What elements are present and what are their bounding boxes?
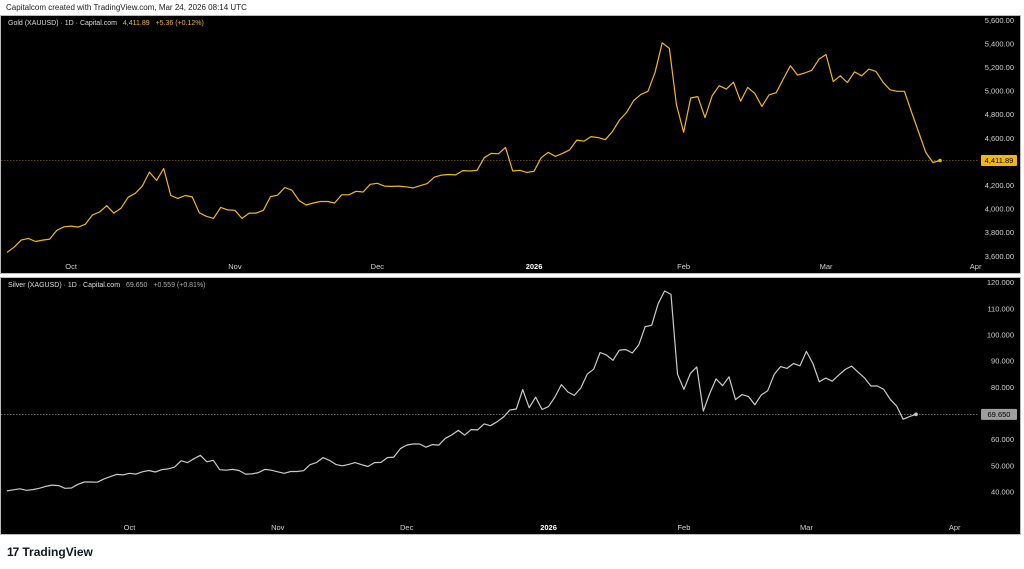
gold-symbol: Gold (XAUUSD) · 1D · Capital.com <box>8 20 117 27</box>
y-tick-label: 80.000 <box>991 383 1014 392</box>
x-tick-label: Oct <box>65 262 78 271</box>
silver-chart-svg: 120.000 110.000 100.000 90.000 80.000 60.000 5… <box>1 278 1017 532</box>
y-tick-label: 60.000 <box>991 435 1014 444</box>
y-tick-label: 120.000 <box>987 278 1014 287</box>
x-tick-label: Apr <box>970 262 982 271</box>
x-tick-label: 2026 <box>540 523 557 532</box>
x-tick-label: 2026 <box>526 262 543 271</box>
y-tick-label: 3,800.00 <box>985 228 1014 237</box>
price-series-line <box>6 42 941 253</box>
price-series-line <box>6 290 917 492</box>
x-tick-label: Dec <box>371 262 385 271</box>
silver-legend: Silver (XAGUSD) · 1D · Capital.com 69.65… <box>8 282 206 289</box>
y-tick-label: 50.000 <box>991 461 1014 470</box>
gold-chart-svg: 5,600.00 5,400.00 5,200.00 5,000.00 4,800.00… <box>1 16 1017 271</box>
x-tick-label: Mar <box>800 523 813 532</box>
y-tick-label: 4,000.00 <box>985 205 1014 214</box>
y-tick-label: 3,600.00 <box>985 252 1014 261</box>
last-price-badge <box>981 408 1017 420</box>
x-tick-label: Mar <box>820 262 833 271</box>
x-tick-label: Oct <box>124 523 137 532</box>
y-tick-label: 5,400.00 <box>985 39 1014 48</box>
y-tick-label: 5,600.00 <box>985 16 1014 25</box>
silver-change: +0.559 (+0.81%) <box>153 282 206 289</box>
y-tick-label: 100.000 <box>987 330 1014 339</box>
footer-brand: TradingView <box>22 545 93 559</box>
footer: 17 TradingView <box>7 545 93 559</box>
y-tick-label: 110.000 <box>987 304 1014 313</box>
x-tick-label: Nov <box>228 262 242 271</box>
x-tick-label: Dec <box>400 523 414 532</box>
silver-last-price: 69.650 <box>125 282 148 289</box>
x-tick-label: Feb <box>677 262 690 271</box>
x-tick-label: Apr <box>949 523 961 532</box>
gold-last-price: 4,411.89 <box>122 20 150 27</box>
silver-chart-panel[interactable]: 120.000 110.000 100.000 90.000 80.000 60.000 5… <box>0 277 1021 535</box>
y-tick-label: 4,800.00 <box>985 110 1014 119</box>
last-point-marker <box>914 412 918 417</box>
last-price-badge-label: 4,411.89 <box>985 156 1014 165</box>
last-point-marker <box>938 158 942 163</box>
last-price-badge-label: 69.650 <box>988 410 1011 419</box>
silver-symbol: Silver (XAGUSD) · 1D · Capital.com <box>8 282 121 289</box>
gold-change: +5.36 (+0.12%) <box>155 20 204 27</box>
y-tick-label: 5,200.00 <box>985 63 1014 72</box>
x-tick-label: Nov <box>271 523 285 532</box>
gold-legend: Gold (XAUUSD) · 1D · Capital.com 4,411.8… <box>8 20 204 27</box>
y-tick-label: 90.000 <box>991 357 1014 366</box>
y-tick-label: 4,600.00 <box>985 134 1014 143</box>
x-tick-label: Feb <box>677 523 690 532</box>
y-tick-label: 5,000.00 <box>985 87 1014 96</box>
tradingview-logo-icon: 17 <box>7 545 19 559</box>
chart-credit: Capitalcom created with TradingView.com,… <box>6 3 247 12</box>
gold-chart-panel[interactable]: 5,600.00 5,400.00 5,200.00 5,000.00 4,800.00… <box>0 15 1021 274</box>
y-tick-label: 40.000 <box>991 487 1014 496</box>
y-tick-label: 4,200.00 <box>985 181 1014 190</box>
last-price-badge <box>981 155 1017 167</box>
